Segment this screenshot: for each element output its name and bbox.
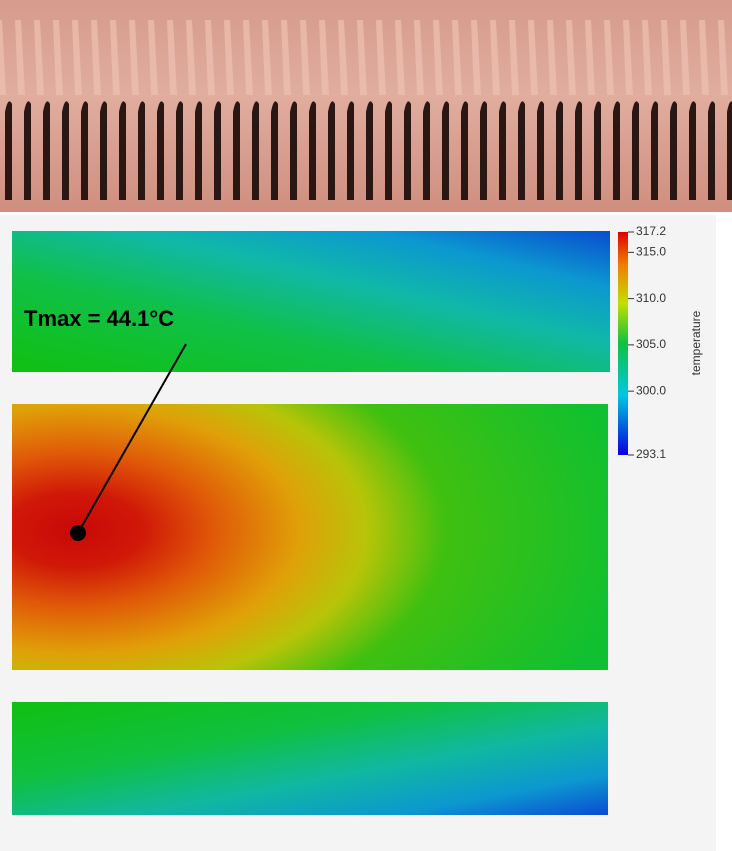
fin-slot (347, 101, 354, 200)
fin-slot (24, 101, 31, 200)
fin-slot (366, 101, 373, 200)
fin-slot (442, 101, 449, 200)
fin-slot (727, 101, 732, 200)
colorbar-tick-label: 315.0 (636, 245, 666, 259)
fin-slot (594, 101, 601, 200)
fin-slot (461, 101, 468, 200)
fin-slot (480, 101, 487, 200)
bottom-field (12, 702, 608, 815)
fin-slot (537, 101, 544, 200)
fin-slot (328, 101, 335, 200)
fin-slot (651, 101, 658, 200)
fin-slot (100, 101, 107, 200)
fin-slot (499, 101, 506, 200)
colorbar-tick-label: 310.0 (636, 291, 666, 305)
colorbar (618, 232, 628, 455)
fin-slot (632, 101, 639, 200)
fin-slot (575, 101, 582, 200)
fin-slot (309, 101, 316, 200)
fin-slot (689, 101, 696, 200)
fin-slot (556, 101, 563, 200)
fin-slot (385, 101, 392, 200)
fin-slot (518, 101, 525, 200)
fin-slot (271, 101, 278, 200)
annotation-dot (70, 525, 86, 541)
fin-slot (5, 101, 12, 200)
page: Tmax = 44.1°C temperature 293.1 300.0 305.… (0, 0, 732, 851)
colorbar-tick-label: 305.0 (636, 337, 666, 351)
fin-slot (404, 101, 411, 200)
fin-slot (62, 101, 69, 200)
fin-slot (43, 101, 50, 200)
fin-slot (176, 101, 183, 200)
fin-slot (81, 101, 88, 200)
fin-slot (195, 101, 202, 200)
fin-slot (157, 101, 164, 200)
fin-slot (708, 101, 715, 200)
fin-slot (214, 101, 221, 200)
heat-sink-photo (0, 0, 732, 212)
top-field (12, 231, 610, 372)
fin-slot (119, 101, 126, 200)
fin-slot (290, 101, 297, 200)
annotation: Tmax = 44.1°C (24, 306, 174, 331)
fin-slot (613, 101, 620, 200)
colorbar-tick-label: 293.1 (636, 447, 666, 461)
middle-field (12, 404, 608, 670)
fin-slot (138, 101, 145, 200)
colorbar-tick-label: 317.2 (636, 224, 666, 238)
colorbar-tick-label: 300.0 (636, 383, 666, 397)
fin-slot (252, 101, 259, 200)
figure: Tmax = 44.1°C temperature 293.1 300.0 305.… (0, 0, 732, 851)
colorbar-label: temperature (689, 310, 703, 375)
fin-slot (670, 101, 677, 200)
fin-slot (423, 101, 430, 200)
fin-slot (233, 101, 240, 200)
